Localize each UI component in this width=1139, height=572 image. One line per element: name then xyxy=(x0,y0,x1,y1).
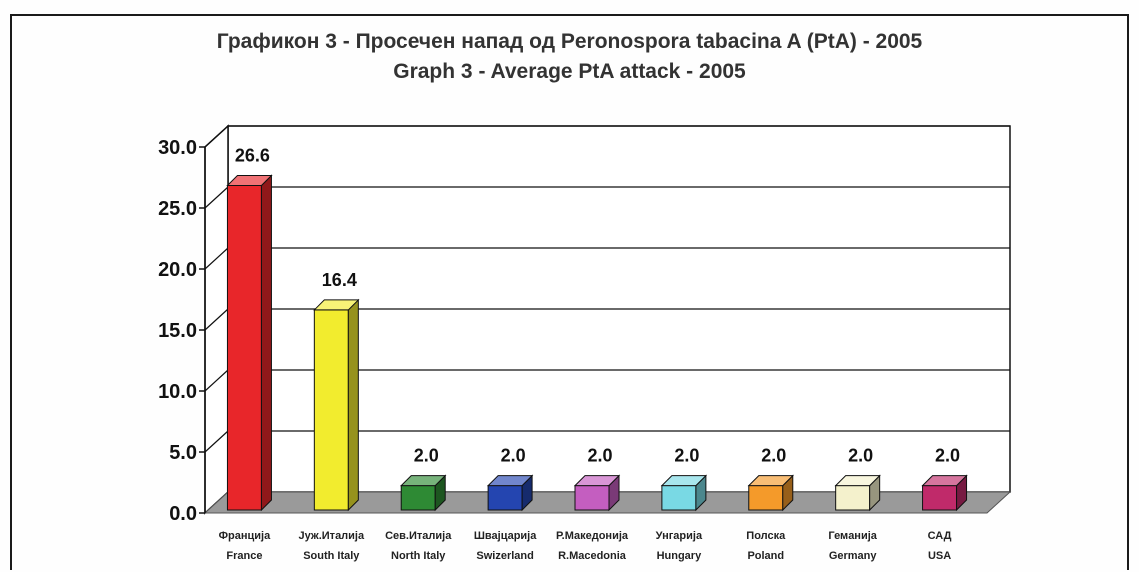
y-tick-label: 0.0 xyxy=(169,503,197,525)
x-tick-label: САД xyxy=(928,530,952,542)
bar-top xyxy=(921,475,968,487)
bar-top xyxy=(660,475,708,487)
gridline-side xyxy=(204,186,229,209)
data-label: 2.0 xyxy=(414,446,439,466)
x-tick-label: R.Macedonia xyxy=(558,550,627,562)
bar-top xyxy=(747,475,794,487)
data-label: 2.0 xyxy=(587,446,612,466)
x-tick-label: Р.Македонија xyxy=(556,530,629,542)
x-tick-label: Франција xyxy=(219,530,271,542)
x-tick-label: Сев.Италија xyxy=(385,530,452,542)
x-tick-label: Унгарија xyxy=(656,530,703,542)
data-label: 2.0 xyxy=(674,446,699,466)
x-tick-label: North Italy xyxy=(391,550,446,562)
bar xyxy=(313,309,349,511)
x-tick-label: Swizerland xyxy=(476,550,533,562)
bar xyxy=(922,485,958,511)
bar xyxy=(748,485,784,511)
y-tick-label: 25.0 xyxy=(158,198,197,220)
bar xyxy=(661,485,697,511)
data-label: 2.0 xyxy=(501,446,526,466)
bar-top xyxy=(834,475,881,487)
bar xyxy=(487,485,523,511)
bar-top xyxy=(400,475,447,487)
bar-top xyxy=(486,475,534,487)
bar xyxy=(835,485,871,511)
bar-side xyxy=(260,174,272,512)
x-tick-label: Poland xyxy=(747,550,784,562)
x-tick-label: Hungary xyxy=(657,550,703,562)
x-tick-label: Гемaнија xyxy=(828,530,877,542)
bar-side xyxy=(347,298,359,512)
x-tick-label: Germany xyxy=(829,550,878,562)
gridline-side xyxy=(204,247,229,270)
x-tick-label: USA xyxy=(928,550,951,562)
bar xyxy=(400,485,436,511)
chart-subtitle: Graph 3 - Average PtA attack - 2005 xyxy=(393,60,746,83)
x-tick-label: South Italy xyxy=(303,550,360,562)
x-tick-label: Полска xyxy=(746,530,786,542)
y-tick-label: 10.0 xyxy=(158,381,197,403)
gridline-side xyxy=(204,369,229,392)
bar-top xyxy=(313,299,360,311)
data-label: 2.0 xyxy=(761,446,786,466)
gridline-side xyxy=(204,430,229,453)
bar xyxy=(574,485,610,511)
x-tick-label: Швајцарија xyxy=(474,530,537,542)
data-label: 2.0 xyxy=(848,446,873,466)
bar xyxy=(226,184,262,511)
gridline-side xyxy=(204,125,229,148)
y-tick-label: 20.0 xyxy=(158,259,197,281)
bar-top xyxy=(573,475,621,487)
x-tick-label: France xyxy=(226,550,262,562)
data-label: 16.4 xyxy=(322,270,357,290)
x-tick-label: Јуж.Италија xyxy=(299,530,365,542)
chart-title: Графикон 3 - Просечен напад од Peronospo… xyxy=(216,30,923,53)
data-label: 26.6 xyxy=(235,145,270,165)
gridline-side xyxy=(204,308,229,331)
y-tick-label: 15.0 xyxy=(158,320,197,342)
y-tick-label: 30.0 xyxy=(158,137,197,159)
y-tick-label: 5.0 xyxy=(169,442,197,464)
data-label: 2.0 xyxy=(935,446,960,466)
bar-top xyxy=(226,174,273,186)
